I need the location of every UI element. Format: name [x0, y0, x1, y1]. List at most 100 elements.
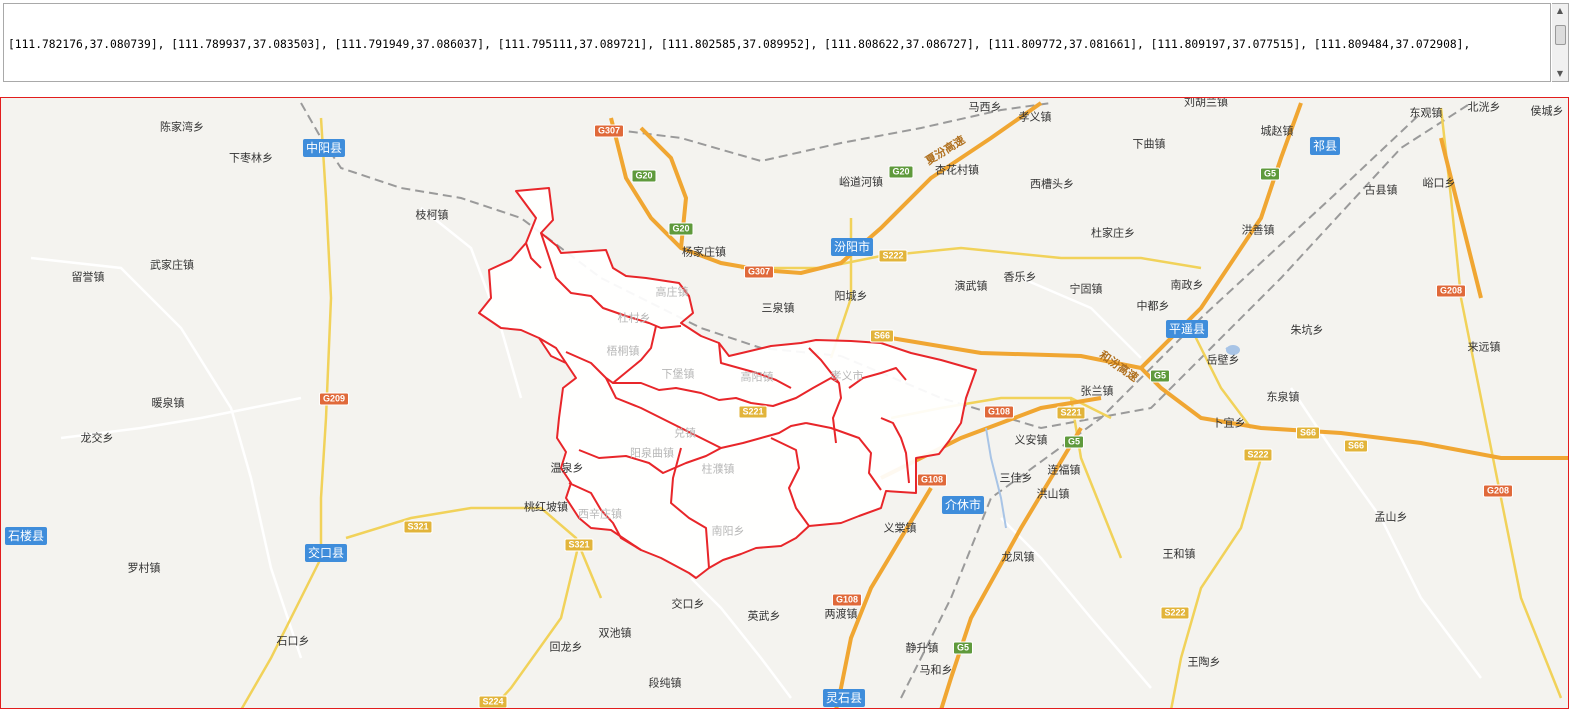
provincial-road-shield: S222	[1243, 448, 1273, 462]
place-label: 岳壁乡	[1206, 354, 1240, 367]
inner-place-label: 梧桐镇	[606, 345, 640, 358]
national-road-shield: G108	[983, 405, 1015, 419]
place-label: 双池镇	[598, 627, 632, 640]
boundary	[880, 417, 910, 484]
national-road-shield: G209	[318, 392, 350, 406]
boundary	[565, 351, 840, 407]
boundary	[848, 367, 907, 389]
city-label[interactable]: 交口县	[304, 544, 348, 562]
road	[609, 101, 1043, 276]
road	[1189, 327, 1252, 429]
place-label: 张兰镇	[1080, 385, 1114, 398]
selected-region-polygon	[478, 187, 977, 579]
internal-boundaries	[525, 232, 910, 569]
place-label: 温泉乡	[550, 462, 584, 475]
boundary	[805, 422, 882, 491]
place-label: 龙交乡	[80, 432, 114, 445]
city-label[interactable]: 介休市	[941, 496, 985, 514]
boundary	[578, 422, 807, 474]
road	[939, 426, 1083, 708]
provincial-road-shield: S221	[738, 405, 768, 419]
city-label[interactable]: 石楼县	[4, 527, 48, 545]
city-label[interactable]: 中阳县	[302, 139, 346, 157]
place-label: 王陶乡	[1187, 656, 1221, 669]
road	[1020, 276, 1142, 359]
coordinates-line: [111.782176,37.080739], [111.789937,37.0…	[8, 38, 1471, 51]
railway	[600, 102, 1052, 163]
boundary	[612, 325, 657, 384]
expressway-shield: G20	[631, 169, 657, 183]
place-label: 杨家庄镇	[682, 246, 726, 259]
inner-place-label: 兑镇	[674, 427, 696, 440]
provincial-road-shield: S222	[878, 249, 908, 263]
place-label: 阳城乡	[834, 290, 868, 303]
scroll-up-arrow-icon[interactable]: ▲	[1556, 6, 1564, 15]
city-label[interactable]: 平遥县	[1165, 320, 1209, 338]
city-label[interactable]: 祁县	[1309, 137, 1341, 155]
inner-place-label: 高阳镇	[740, 371, 774, 384]
road	[1069, 397, 1123, 559]
coordinates-textarea[interactable]: [111.782176,37.080739], [111.789937,37.0…	[3, 3, 1551, 82]
scroll-down-arrow-icon[interactable]: ▼	[1556, 69, 1564, 78]
place-label: 孝义镇	[1018, 111, 1052, 124]
inner-place-label: 西辛庄镇	[578, 508, 622, 521]
national-road-shield: G307	[743, 265, 775, 279]
place-label: 王和镇	[1162, 548, 1196, 561]
boundary	[540, 232, 682, 329]
place-label: 两渡镇	[824, 608, 858, 621]
inner-place-label: 南阳乡	[711, 525, 745, 538]
place-label: 中都乡	[1136, 300, 1170, 313]
place-label: 香乐乡	[1003, 271, 1037, 284]
road	[60, 396, 302, 440]
place-label: 三泉镇	[761, 302, 795, 315]
place-label: 枝柯镇	[415, 209, 449, 222]
expressway-shield: G5	[1063, 435, 1085, 449]
road	[1170, 457, 1263, 708]
provincial-road-shield: S66	[1295, 426, 1321, 440]
road	[1439, 107, 1563, 699]
national-road-shield: G307	[593, 124, 625, 138]
provincial-road-shield: S221	[1056, 406, 1086, 420]
place-label: 杏花村镇	[935, 164, 979, 177]
provincial-road-shield: S66	[869, 329, 895, 343]
city-label[interactable]: 灵石县	[822, 689, 866, 707]
place-label: 北洸乡	[1467, 101, 1501, 114]
boundary	[605, 377, 722, 449]
road	[240, 117, 333, 708]
place-label: 石口乡	[276, 635, 310, 648]
place-label: 侯城乡	[1530, 105, 1564, 118]
boundary	[568, 482, 642, 551]
place-label: 静升镇	[905, 642, 939, 655]
place-label: 下枣林乡	[229, 152, 273, 165]
road	[1439, 137, 1483, 299]
place-label: 西槽头乡	[1030, 178, 1074, 191]
place-label: 暖泉镇	[151, 397, 185, 410]
place-label: 卜宜乡	[1212, 417, 1246, 430]
expressway-shield: G20	[668, 222, 694, 236]
road	[491, 542, 581, 708]
place-label: 东观镇	[1409, 107, 1443, 120]
railway	[840, 102, 1472, 430]
place-label: 来远镇	[1467, 341, 1501, 354]
place-label: 杜家庄乡	[1091, 227, 1135, 240]
place-label: 桃红坡镇	[524, 501, 568, 514]
place-label: 马西乡	[968, 101, 1002, 114]
road	[690, 577, 792, 699]
place-label: 刘胡兰镇	[1184, 97, 1228, 109]
city-label[interactable]: 汾阳市	[830, 238, 874, 256]
place-label: 东泉镇	[1266, 391, 1300, 404]
scroll-thumb[interactable]	[1555, 25, 1566, 45]
map-canvas[interactable]: 中阳县 汾阳市 平遥县 祁县 石楼县 交口县 介休市 灵石县 陈家湾乡 下枣林乡…	[0, 97, 1569, 709]
place-label: 龙凤镇	[1001, 551, 1035, 564]
expressway-shield: G5	[1149, 369, 1171, 383]
road	[30, 256, 303, 659]
road	[820, 246, 1202, 270]
provincial-road-shield: S222	[1160, 606, 1190, 620]
river	[985, 427, 1007, 529]
textarea-scrollbar[interactable]: ▲ ▼	[1552, 3, 1569, 82]
inner-place-label: 高庄镇	[655, 286, 689, 299]
road	[420, 207, 523, 399]
road	[345, 506, 603, 599]
boundary	[808, 347, 842, 444]
national-road-shield: G108	[916, 473, 948, 487]
